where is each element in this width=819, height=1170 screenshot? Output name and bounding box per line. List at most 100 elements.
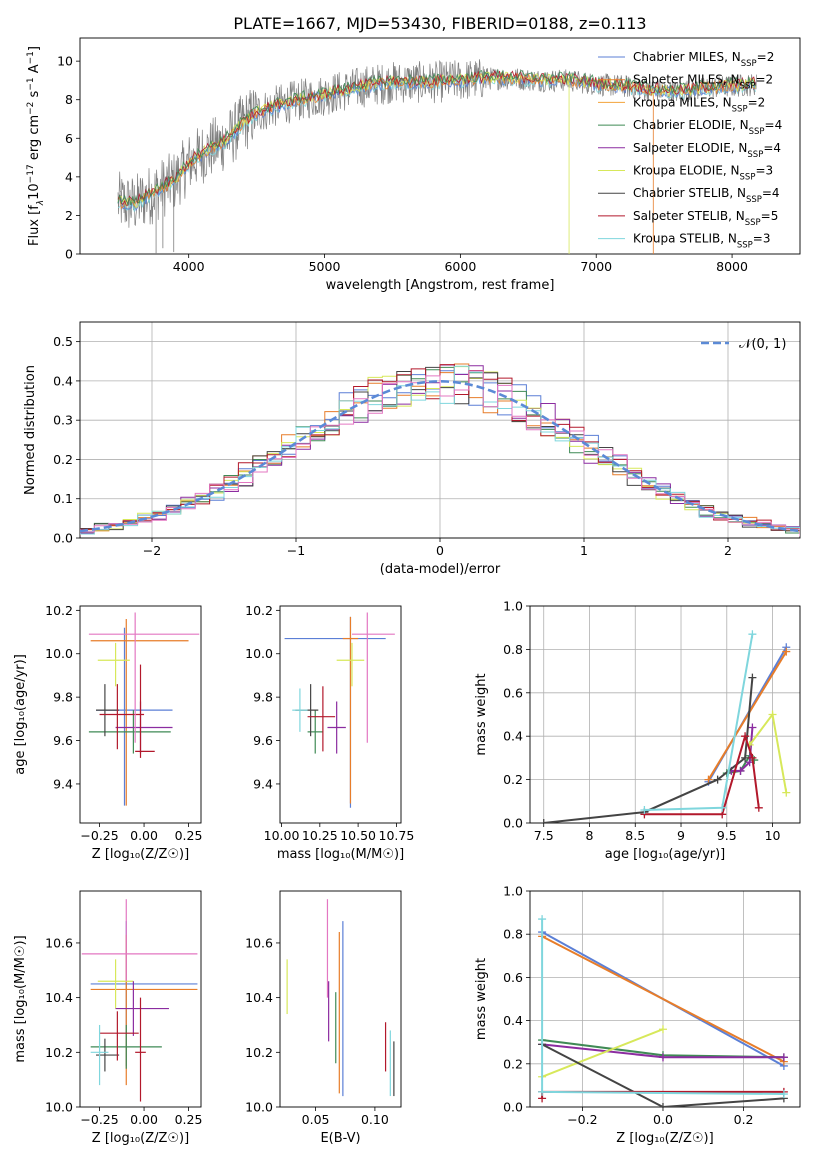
x-tick-label: 0 <box>436 543 444 558</box>
y-tick-label: 1.0 <box>503 884 523 899</box>
series-marker <box>754 803 763 812</box>
y-tick-label: 0.6 <box>503 970 523 985</box>
series-marker <box>748 753 757 762</box>
x-tick-label: 10.00 <box>264 828 300 843</box>
legend-value: =3 <box>755 164 773 178</box>
y-tick-label: 8 <box>65 92 73 107</box>
errorbar-point <box>97 642 130 687</box>
legend-value: =2 <box>755 73 773 87</box>
x-tick-label: 0.2 <box>734 1112 754 1127</box>
y-axis-label: Flux [fλ10−17 erg cm−2 s−1 A−1] <box>26 46 46 246</box>
x-tick-label: 1 <box>580 543 588 558</box>
x-tick-label: 7.5 <box>534 828 554 843</box>
x-tick-label: −2 <box>143 543 161 558</box>
series-marker <box>640 805 649 814</box>
x-tick-label: 9.5 <box>717 828 737 843</box>
legend-value: =4 <box>765 118 783 132</box>
figure-title: PLATE=1667, MJD=53430, FIBERID=0188, z=0… <box>233 14 646 33</box>
x-tick-label: 9 <box>677 828 685 843</box>
series-marker <box>782 788 791 797</box>
y-tick-label: 0.2 <box>503 772 523 787</box>
series-marker <box>704 775 713 784</box>
errorbar-point <box>88 710 171 754</box>
x-tick-label: 8000 <box>716 259 748 274</box>
axes-frame <box>279 890 402 1108</box>
y-tick-label: 0.0 <box>503 816 523 831</box>
series-marker <box>538 1087 547 1096</box>
errorbar-point <box>90 1024 109 1086</box>
series-line <box>541 935 785 1063</box>
mass_vs_Z-points <box>81 899 198 1102</box>
axes-frame <box>529 605 801 824</box>
series-marker <box>658 1053 667 1062</box>
legend-name: Chabrier MILES, N <box>633 50 741 64</box>
series-marker <box>658 1025 667 1034</box>
legend-sub: SSP <box>732 104 748 114</box>
normal-legend-label: 𝒩(0, 1) <box>739 337 786 352</box>
x-tick-label: 7000 <box>580 259 612 274</box>
y-tick-label: 2 <box>65 208 73 223</box>
mass_vs_Z-axes: −0.25 0.00 0.25 10.0 10.2 10.4 10.6 Z [log₁₀(Z/… <box>13 890 202 1146</box>
legend-value: =2 <box>757 50 775 64</box>
axes-frame <box>79 890 202 1108</box>
x-tick-label: 8.5 <box>625 828 645 843</box>
legend-sub: SSP <box>746 195 762 205</box>
y-tick-label: 10.4 <box>45 990 73 1005</box>
errorbar-point <box>342 616 359 804</box>
x-axis-label: mass [log₁₀(M/M☉)] <box>277 847 404 862</box>
series-marker <box>713 775 722 784</box>
legend-value: =4 <box>763 141 781 155</box>
y-tick-label: 6 <box>65 131 73 146</box>
errorbar-point <box>135 997 146 1102</box>
y-tick-label: 0.4 <box>503 1013 523 1028</box>
errorbar-point <box>135 664 155 758</box>
series-marker <box>658 1103 667 1107</box>
massweight_vs_Z-axes: −0.2 0.0 0.2 0.0 0.2 0.4 0.6 0.8 1.0 Z [log₁₀(Z/Z… <box>474 884 801 1146</box>
y-tick-label: 0.8 <box>503 642 523 657</box>
legend-name: Chabrier ELODIE, N <box>633 118 749 132</box>
y-tick-label: 0.4 <box>503 729 523 744</box>
series-marker <box>779 1053 788 1062</box>
y-tick-label: 10.0 <box>45 1100 73 1115</box>
series-marker <box>748 723 757 732</box>
x-tick-label: 10.75 <box>379 828 415 843</box>
y-tick-label: 10.2 <box>45 1045 73 1060</box>
legend-sub: SSP <box>741 59 757 69</box>
x-axis-label: Z [log₁₀(Z/Z☉)] <box>92 1131 189 1146</box>
y-axis-label-part: s <box>27 90 42 101</box>
x-axis-label: Z [log₁₀(Z/Z☉)] <box>92 847 189 862</box>
model-spectrum <box>117 68 756 206</box>
legend-label: Kroupa STELIB, NSSP=3 <box>633 232 771 251</box>
y-tick-label: 0.4 <box>53 373 73 388</box>
series-marker <box>736 766 745 775</box>
x-tick-label: 10.25 <box>302 828 338 843</box>
y-axis-label-part: erg cm <box>27 115 42 164</box>
x-axis-label: (data-model)/error <box>380 562 501 577</box>
age_vs_mass-axes: 10.00 10.25 10.50 10.75 9.4 9.6 9.8 10.0 10.2 mas… <box>245 603 414 862</box>
legend-name: Kroupa ELODIE, N <box>633 164 740 178</box>
mass_vs_ebv-points <box>286 899 395 1097</box>
legend-sub: SSP <box>745 218 761 228</box>
series-marker <box>538 915 547 924</box>
legend-sub: SSP <box>737 241 753 251</box>
legend-value: =2 <box>748 95 766 109</box>
y-tick-label: 9.6 <box>253 733 273 748</box>
y-tick-label: 10.6 <box>245 935 273 950</box>
y-axis-label-part: A <box>27 64 42 77</box>
y-axis-label: mass [log₁₀(M/M☉)] <box>13 935 28 1062</box>
y-tick-label: 9.8 <box>53 690 73 705</box>
legend-name: Kroupa MILES, N <box>633 95 732 109</box>
legend-label: Salpeter ELODIE, NSSP=4 <box>633 141 781 160</box>
y-tick-label: 10.0 <box>45 646 73 661</box>
legend-label: Chabrier STELIB, NSSP=4 <box>633 186 780 205</box>
errorbar-point <box>336 642 365 687</box>
y-tick-label: 0.1 <box>53 491 73 506</box>
y-tick-label: 0.6 <box>503 685 523 700</box>
x-tick-label: −0.25 <box>80 828 118 843</box>
legend-name: Chabrier STELIB, N <box>633 186 746 200</box>
legend-label: Salpeter MILES, NSSP=2 <box>633 73 773 92</box>
x-tick-label: 0.00 <box>130 1112 158 1127</box>
errorbar-point <box>115 981 169 1036</box>
y-axis-label-part: 10 <box>27 183 42 200</box>
y-axis-label: mass weight <box>474 673 489 755</box>
